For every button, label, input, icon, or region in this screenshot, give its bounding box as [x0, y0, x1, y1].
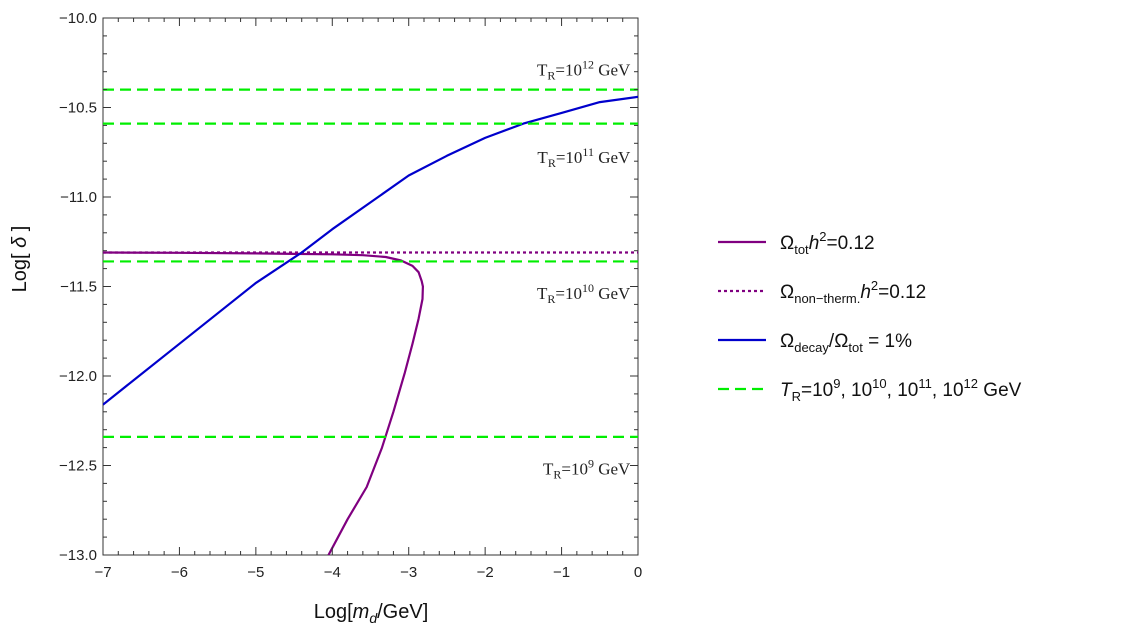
- y-tick-label: −10.0: [59, 10, 97, 27]
- y-tick-label: −11.5: [60, 279, 97, 296]
- tr-annotation: TR=109 GeV: [543, 456, 631, 481]
- x-axis-title: Log[md/GeV]: [314, 601, 429, 625]
- x-axis: −7 −6 −5 −4 −3 −2 −1 0: [94, 18, 642, 581]
- x-tick-label: −1: [553, 564, 570, 581]
- series-line: [103, 95, 638, 406]
- legend: Ωtoth2=0.12 Ωnon−therm.h2=0.12 Ωdecay/Ωtot…: [718, 229, 1022, 404]
- y-tick-label: −13.0: [59, 547, 97, 564]
- legend-entry: TR=109, 1010, 1011, 1012 GeV: [780, 376, 1022, 404]
- x-tick-label: 0: [634, 564, 642, 581]
- x-tick-label: −3: [400, 564, 417, 581]
- y-tick-label: −11.0: [60, 189, 97, 206]
- y-tick-label: −12.0: [59, 368, 97, 385]
- legend-entry: Ωtoth2=0.12: [780, 229, 875, 257]
- y-axis: −13.0 −12.5 −12.0 −11.5 −11.0 −10.5 −10.0: [59, 10, 638, 564]
- x-tick-label: −2: [477, 564, 494, 581]
- tr-annotation: TR=1011 GeV: [537, 145, 631, 170]
- series-line: [103, 251, 424, 555]
- y-axis-title: Log[ δ ]: [9, 226, 31, 293]
- y-tick-label: −10.5: [59, 100, 97, 117]
- legend-entry: Ωdecay/Ωtot = 1%: [780, 331, 912, 355]
- legend-entry: Ωnon−therm.h2=0.12: [780, 278, 926, 306]
- x-tick-label: −7: [94, 564, 111, 581]
- x-tick-label: −6: [171, 564, 188, 581]
- x-tick-label: −5: [247, 564, 264, 581]
- plot-area: TR=1012 GeV TR=1011 GeV TR=1010 GeV TR=109 …: [102, 17, 639, 556]
- tr-annotation: TR=1010 GeV: [537, 281, 631, 306]
- tr-annotation: TR=1012 GeV: [537, 57, 631, 82]
- series-group: [103, 88, 638, 555]
- y-tick-label: −12.5: [59, 458, 97, 475]
- x-tick-label: −4: [324, 564, 341, 581]
